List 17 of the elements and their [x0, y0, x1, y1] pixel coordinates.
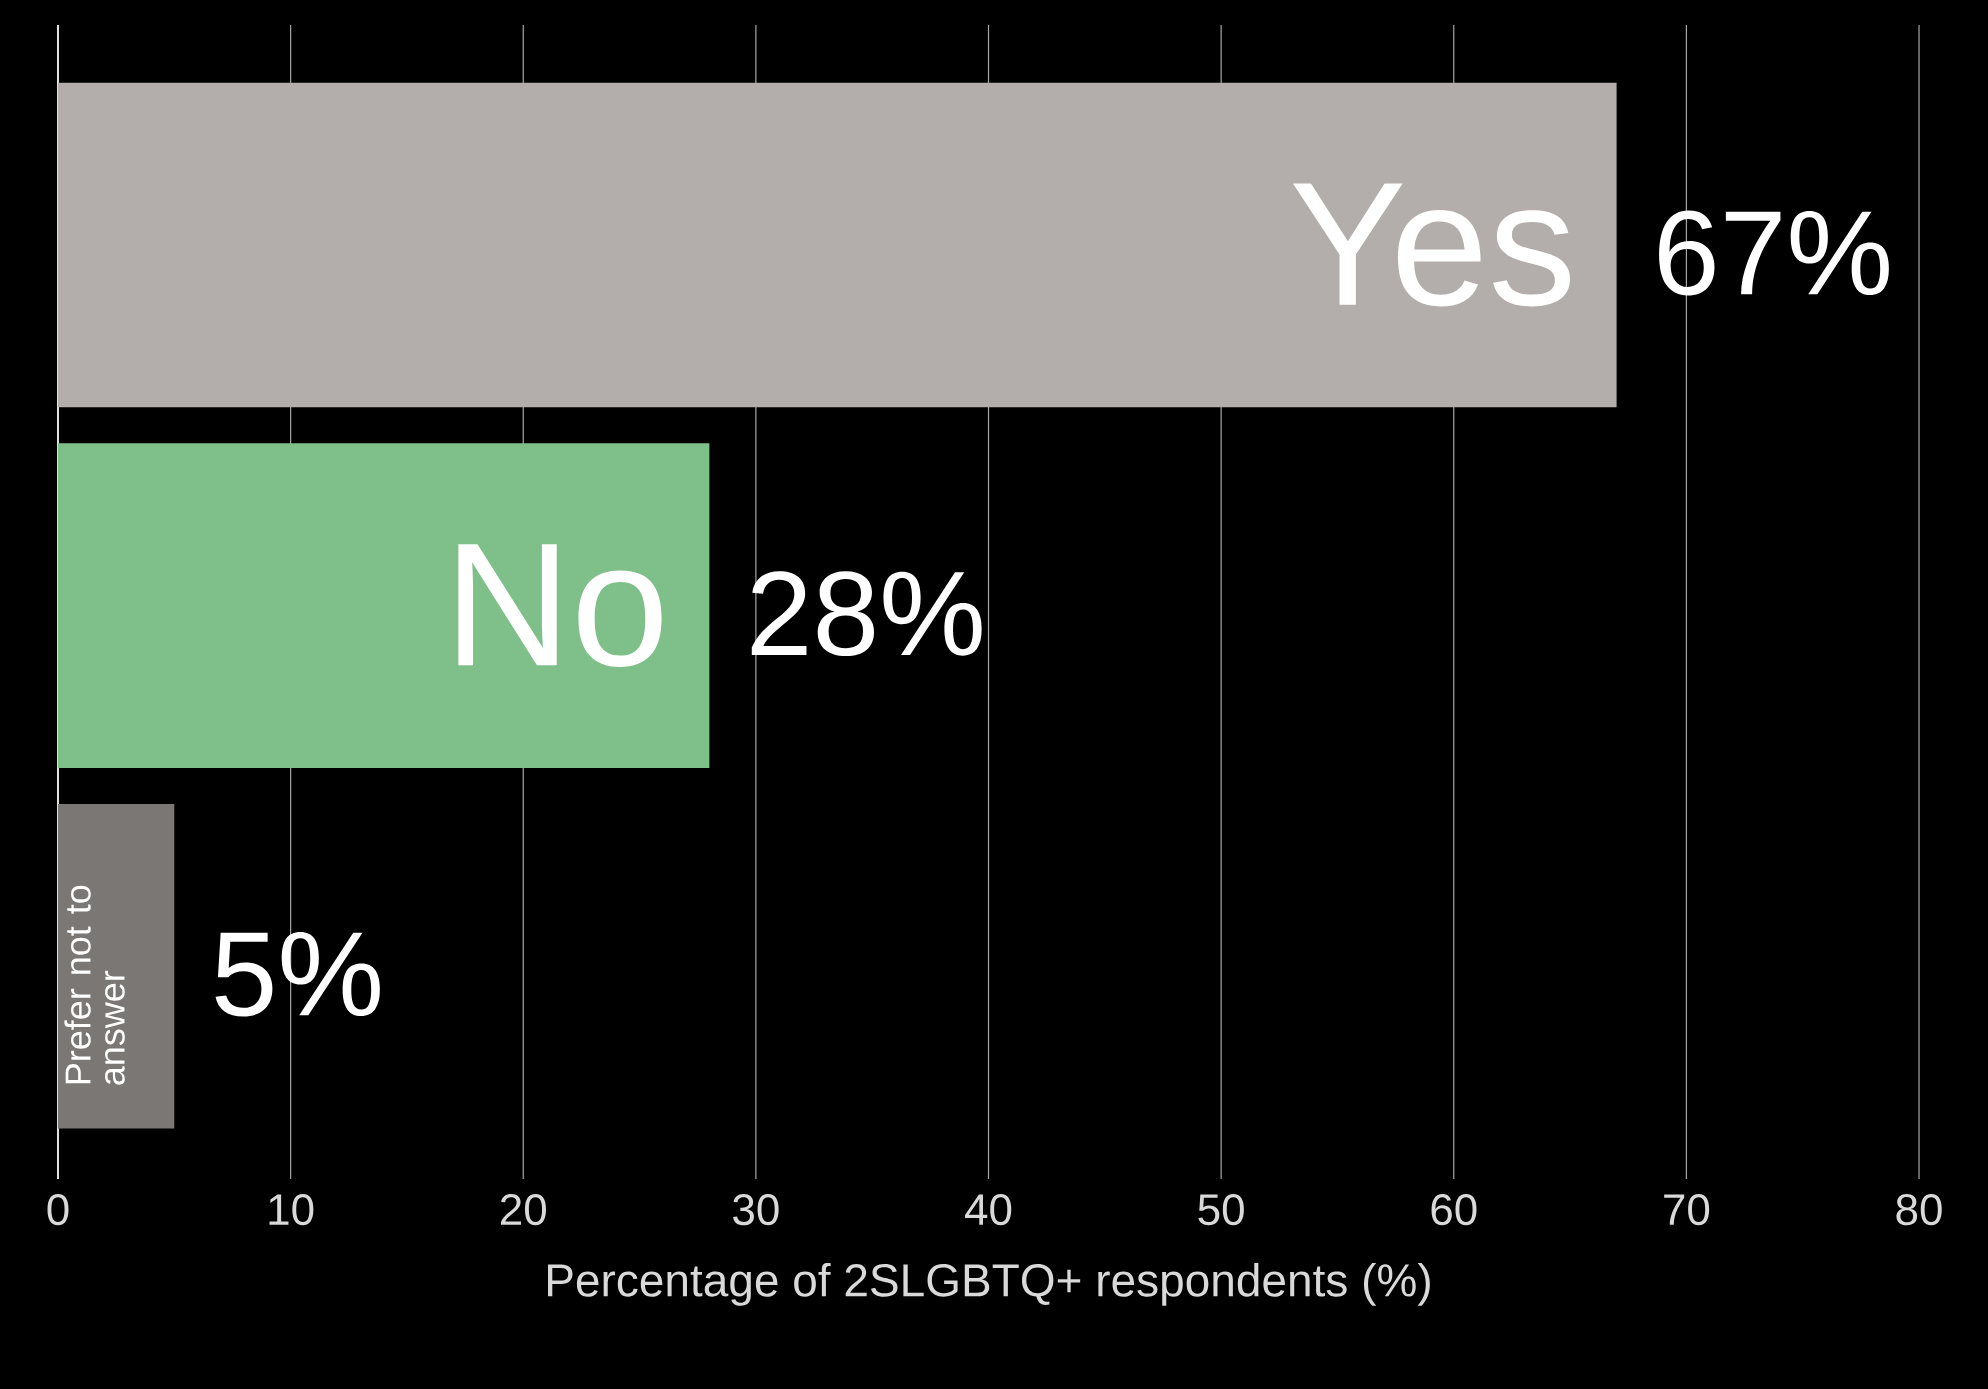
x-tick-label: 40	[965, 1194, 1012, 1226]
x-tick-label: 30	[733, 1194, 779, 1226]
x-axis-title: Percentage of 2SLGBTQ+ respondents (%)	[548, 1262, 1430, 1306]
x-tick-label: 60	[1431, 1194, 1477, 1226]
y-tick-label: Yes	[1292, 183, 1570, 307]
x-tick-label: 50	[1198, 1194, 1244, 1226]
bar	[58, 82, 1617, 408]
y-tick-label: Prefer not to answer	[64, 885, 125, 1085]
x-tick-label: 80	[1896, 1194, 1942, 1226]
y-tick-label: No	[458, 544, 662, 668]
x-tick-label: 70	[1664, 1194, 1710, 1226]
x-tick-label: 20	[501, 1194, 546, 1226]
bar	[58, 803, 175, 1129]
x-tick-label: 0	[47, 1194, 69, 1226]
x-tick-label: 10	[269, 1194, 314, 1226]
data-label: 28%	[751, 571, 982, 657]
bar	[58, 443, 710, 768]
